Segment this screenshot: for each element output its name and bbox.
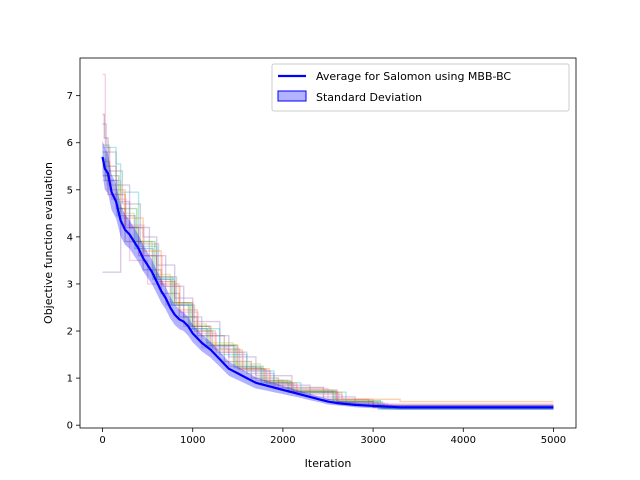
x-tick-label-1000: 1000 [180,435,205,446]
y-tick-label-0: 0 [67,421,73,432]
x-tick-label-5000: 5000 [541,435,566,446]
y-tick-label-6: 6 [67,138,73,149]
run-line-11 [102,144,554,409]
legend-average-label: Average for Salomon using MBB-BC [316,70,511,83]
y-tick-label-7: 7 [67,91,73,102]
x-tick-label-2000: 2000 [270,435,295,446]
x-tick-label-4000: 4000 [451,435,476,446]
individual-runs [102,73,554,410]
y-axis-ticks: 0 1 2 3 4 5 6 7 [67,91,80,432]
y-tick-label-3: 3 [67,279,73,290]
legend-std-swatch [277,90,307,102]
run-line-4 [102,123,554,407]
run-line-8 [102,160,554,403]
run-line-5 [102,146,554,410]
run-line-2 [102,113,554,407]
y-tick-label-1: 1 [67,374,73,385]
average-line-layer [101,156,554,409]
run-line-6 [102,165,554,407]
legend-std-label: Standard Deviation [316,91,422,104]
x-tick-label-0: 0 [99,435,105,446]
run-line-9 [102,151,554,409]
run-line-12 [102,179,554,408]
legend: Average for Salomon using MBB-BC Standar… [271,63,570,112]
y-tick-label-5: 5 [67,185,73,196]
x-axis-label: Iteration [305,457,352,470]
y-tick-label-4: 4 [67,232,73,243]
y-axis-label: Objective function evaluation [42,162,55,324]
legend-box [271,63,570,112]
y-tick-label-2: 2 [67,327,73,338]
average-line [101,156,554,409]
x-axis-ticks: 0 1000 2000 3000 4000 5000 [99,428,566,446]
run-line-1 [102,73,554,405]
run-line-7 [102,175,554,408]
plot-frame [79,57,577,429]
x-tick-label-3000: 3000 [360,435,385,446]
run-line-3 [102,200,554,408]
